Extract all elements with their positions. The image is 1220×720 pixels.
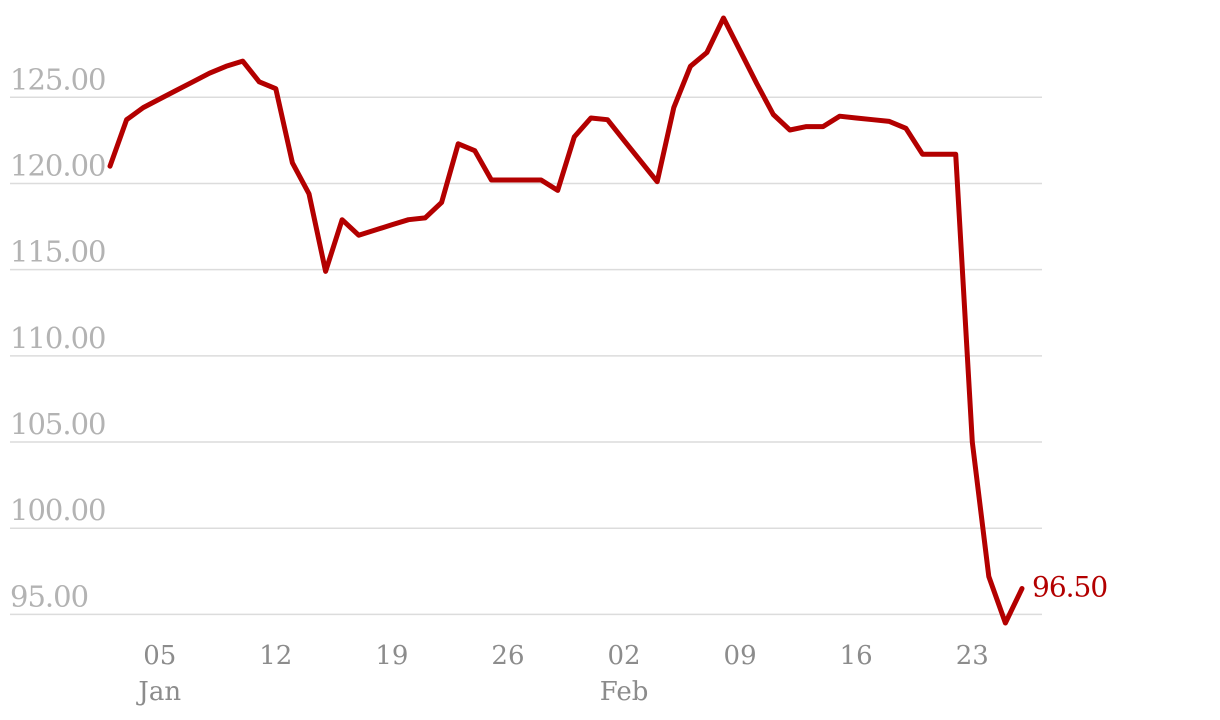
x-tick-label: 05 bbox=[143, 641, 176, 671]
y-tick-label: 125.00 bbox=[10, 62, 105, 96]
x-tick-label: 16 bbox=[840, 641, 873, 671]
x-tick-label: 12 bbox=[259, 641, 292, 671]
y-tick-label: 100.00 bbox=[10, 493, 105, 527]
series-line bbox=[107, 15, 1025, 626]
end-value-label: 96.50 bbox=[1032, 571, 1107, 604]
y-tick-label: 105.00 bbox=[10, 407, 105, 441]
y-tick-label: 95.00 bbox=[10, 579, 88, 613]
x-tick-label: 26 bbox=[491, 641, 524, 671]
y-tick-label: 115.00 bbox=[10, 235, 105, 269]
y-axis: 95.00 100.00 105.00 110.00 115.00 120.00 125.0… bbox=[10, 62, 106, 613]
y-tick-label: 120.00 bbox=[10, 148, 105, 182]
x-month-label: Feb bbox=[600, 677, 649, 707]
x-tick-label: 02 bbox=[607, 641, 640, 671]
series-group: 96.50 bbox=[107, 15, 1108, 626]
y-tick-label: 110.00 bbox=[10, 321, 105, 355]
x-month-label: Jan bbox=[135, 677, 181, 707]
x-tick-label: 23 bbox=[956, 641, 989, 671]
x-axis: 05 Jan 12 19 26 02 Feb 09 16 23 bbox=[135, 641, 988, 707]
x-tick-label: 19 bbox=[375, 641, 408, 671]
gridlines bbox=[10, 96, 1042, 616]
x-tick-label: 09 bbox=[724, 641, 757, 671]
